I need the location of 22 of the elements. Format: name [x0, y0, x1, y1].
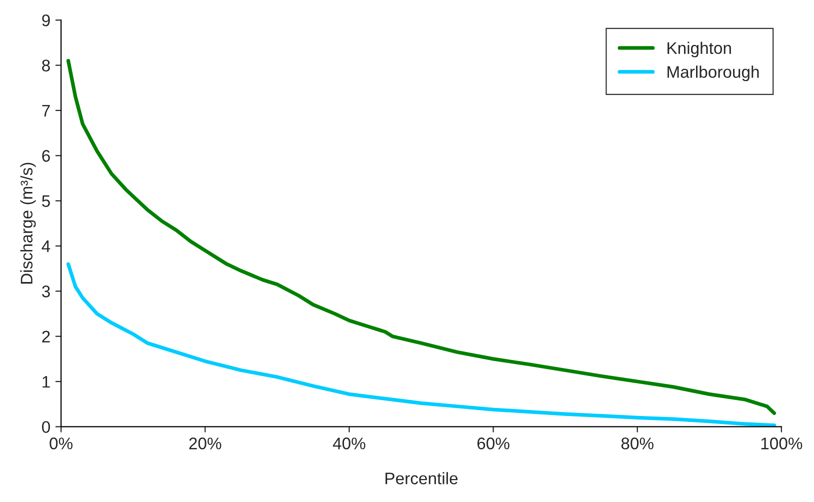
y-tick-label: 9: [42, 14, 50, 26]
legend-label: Knighton: [668, 42, 731, 58]
x-tick-label: 0%: [50, 438, 72, 450]
y-tick-label: 8: [42, 60, 50, 72]
line-series: [66, 262, 776, 427]
y-tick-label: 4: [42, 240, 50, 252]
y-tick-label: 1: [42, 376, 50, 388]
y-tick-label: 0: [42, 421, 50, 433]
y-axis-title: Discharge (m³/s): [20, 162, 36, 284]
x-tick-label: 100%: [761, 438, 802, 450]
y-tick-label: 7: [42, 105, 50, 116]
y-tick-label: 2: [42, 330, 50, 342]
x-tick-label: 40%: [332, 438, 366, 450]
legend-label: Marlborough: [668, 66, 759, 82]
x-tick-label: 80%: [621, 438, 654, 450]
y-tick-label: 5: [42, 195, 50, 208]
x-tick-label: 20%: [189, 438, 222, 450]
x-tick-label: 60%: [477, 438, 510, 450]
x-axis-title: Percentile: [386, 472, 458, 484]
line-series: [66, 58, 776, 415]
y-tick-label: 3: [42, 286, 50, 298]
y-tick-label: 6: [42, 150, 50, 162]
